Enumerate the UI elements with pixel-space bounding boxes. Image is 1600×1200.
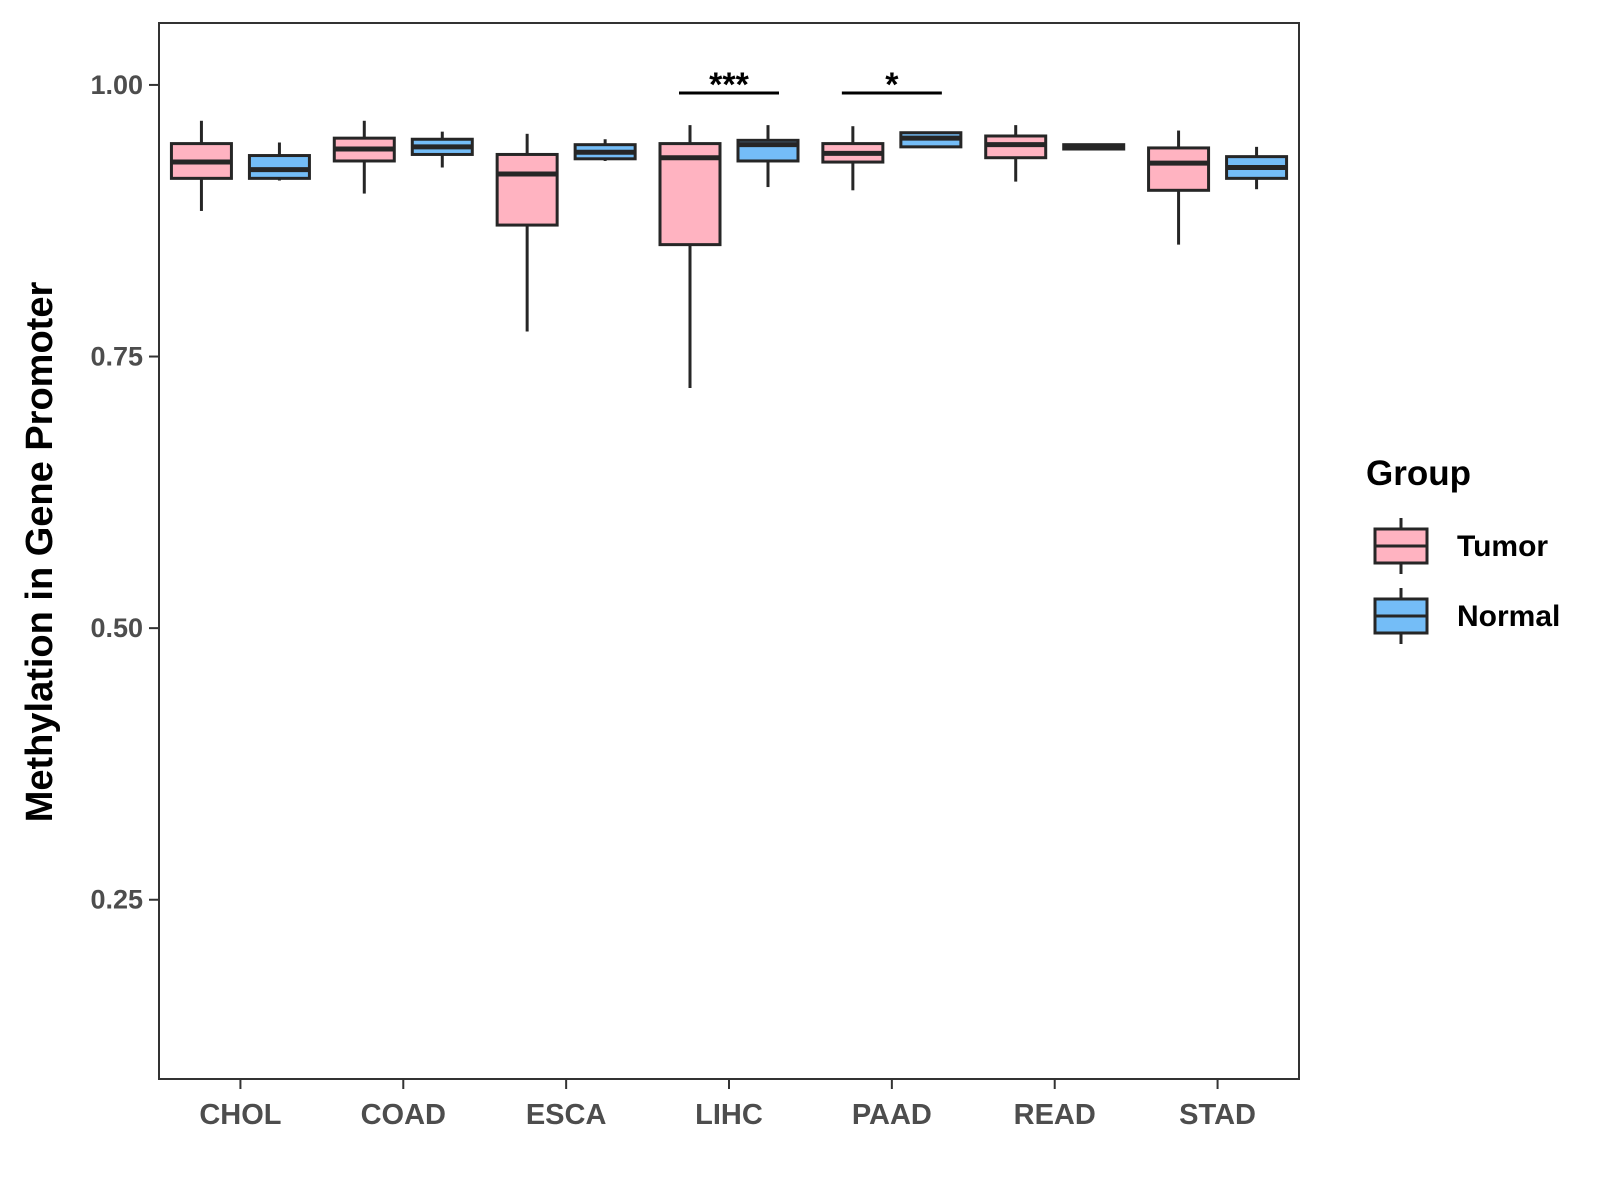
box-tumor-stad <box>1147 130 1211 245</box>
significance-label: *** <box>709 66 749 104</box>
x-axis: CHOL COAD ESCA LIHC PAAD READ STAD <box>199 1079 1256 1131</box>
box-tumor-lihc <box>658 125 722 389</box>
box-series <box>169 120 1289 389</box>
box-body <box>1147 146 1211 192</box>
legend-key-normal <box>1373 588 1429 644</box>
legend-label-normal: Normal <box>1457 600 1560 633</box>
box-normal-paad <box>899 131 963 149</box>
legend-title: Group <box>1366 454 1471 493</box>
legend: Group Tumor Normal <box>1366 454 1560 644</box>
y-axis: 0.25 0.50 0.75 1.00 <box>90 70 159 915</box>
y-tick-label: 0.75 <box>90 342 143 372</box>
plot-panel <box>158 22 1300 1080</box>
significance-label: * <box>885 66 899 104</box>
y-axis-title: Methylation in Gene Promoter <box>19 282 61 823</box>
legend-key-tumor <box>1373 518 1429 574</box>
box-tumor-read <box>984 125 1048 182</box>
box-normal-esca <box>573 139 637 161</box>
x-tick-label: STAD <box>1179 1099 1256 1131</box>
box-body <box>495 152 559 227</box>
box-body <box>247 154 311 180</box>
box-tumor-chol <box>169 120 233 211</box>
x-tick-label: READ <box>1014 1099 1096 1131</box>
box-tumor-paad <box>821 126 885 191</box>
y-tick-label: 0.50 <box>90 613 143 643</box>
x-tick-label: ESCA <box>526 1099 607 1131</box>
x-tick-label: PAAD <box>852 1099 932 1131</box>
legend-label-tumor: Tumor <box>1457 530 1548 563</box>
box-tumor-coad <box>332 120 396 194</box>
y-tick-label: 0.25 <box>90 885 143 915</box>
box-normal-read <box>1062 143 1126 151</box>
box-body <box>658 142 722 247</box>
x-tick-label: COAD <box>361 1099 446 1131</box>
box-normal-coad <box>410 131 474 168</box>
y-tick-label: 1.00 <box>90 70 143 100</box>
box-normal-lihc <box>736 125 800 188</box>
box-tumor-esca <box>495 133 559 332</box>
significance-annotations: *** * <box>679 66 942 104</box>
box-normal-stad <box>1225 146 1289 190</box>
x-tick-label: CHOL <box>199 1099 281 1131</box>
box-normal-chol <box>247 142 311 181</box>
x-tick-label: LIHC <box>695 1099 763 1131</box>
